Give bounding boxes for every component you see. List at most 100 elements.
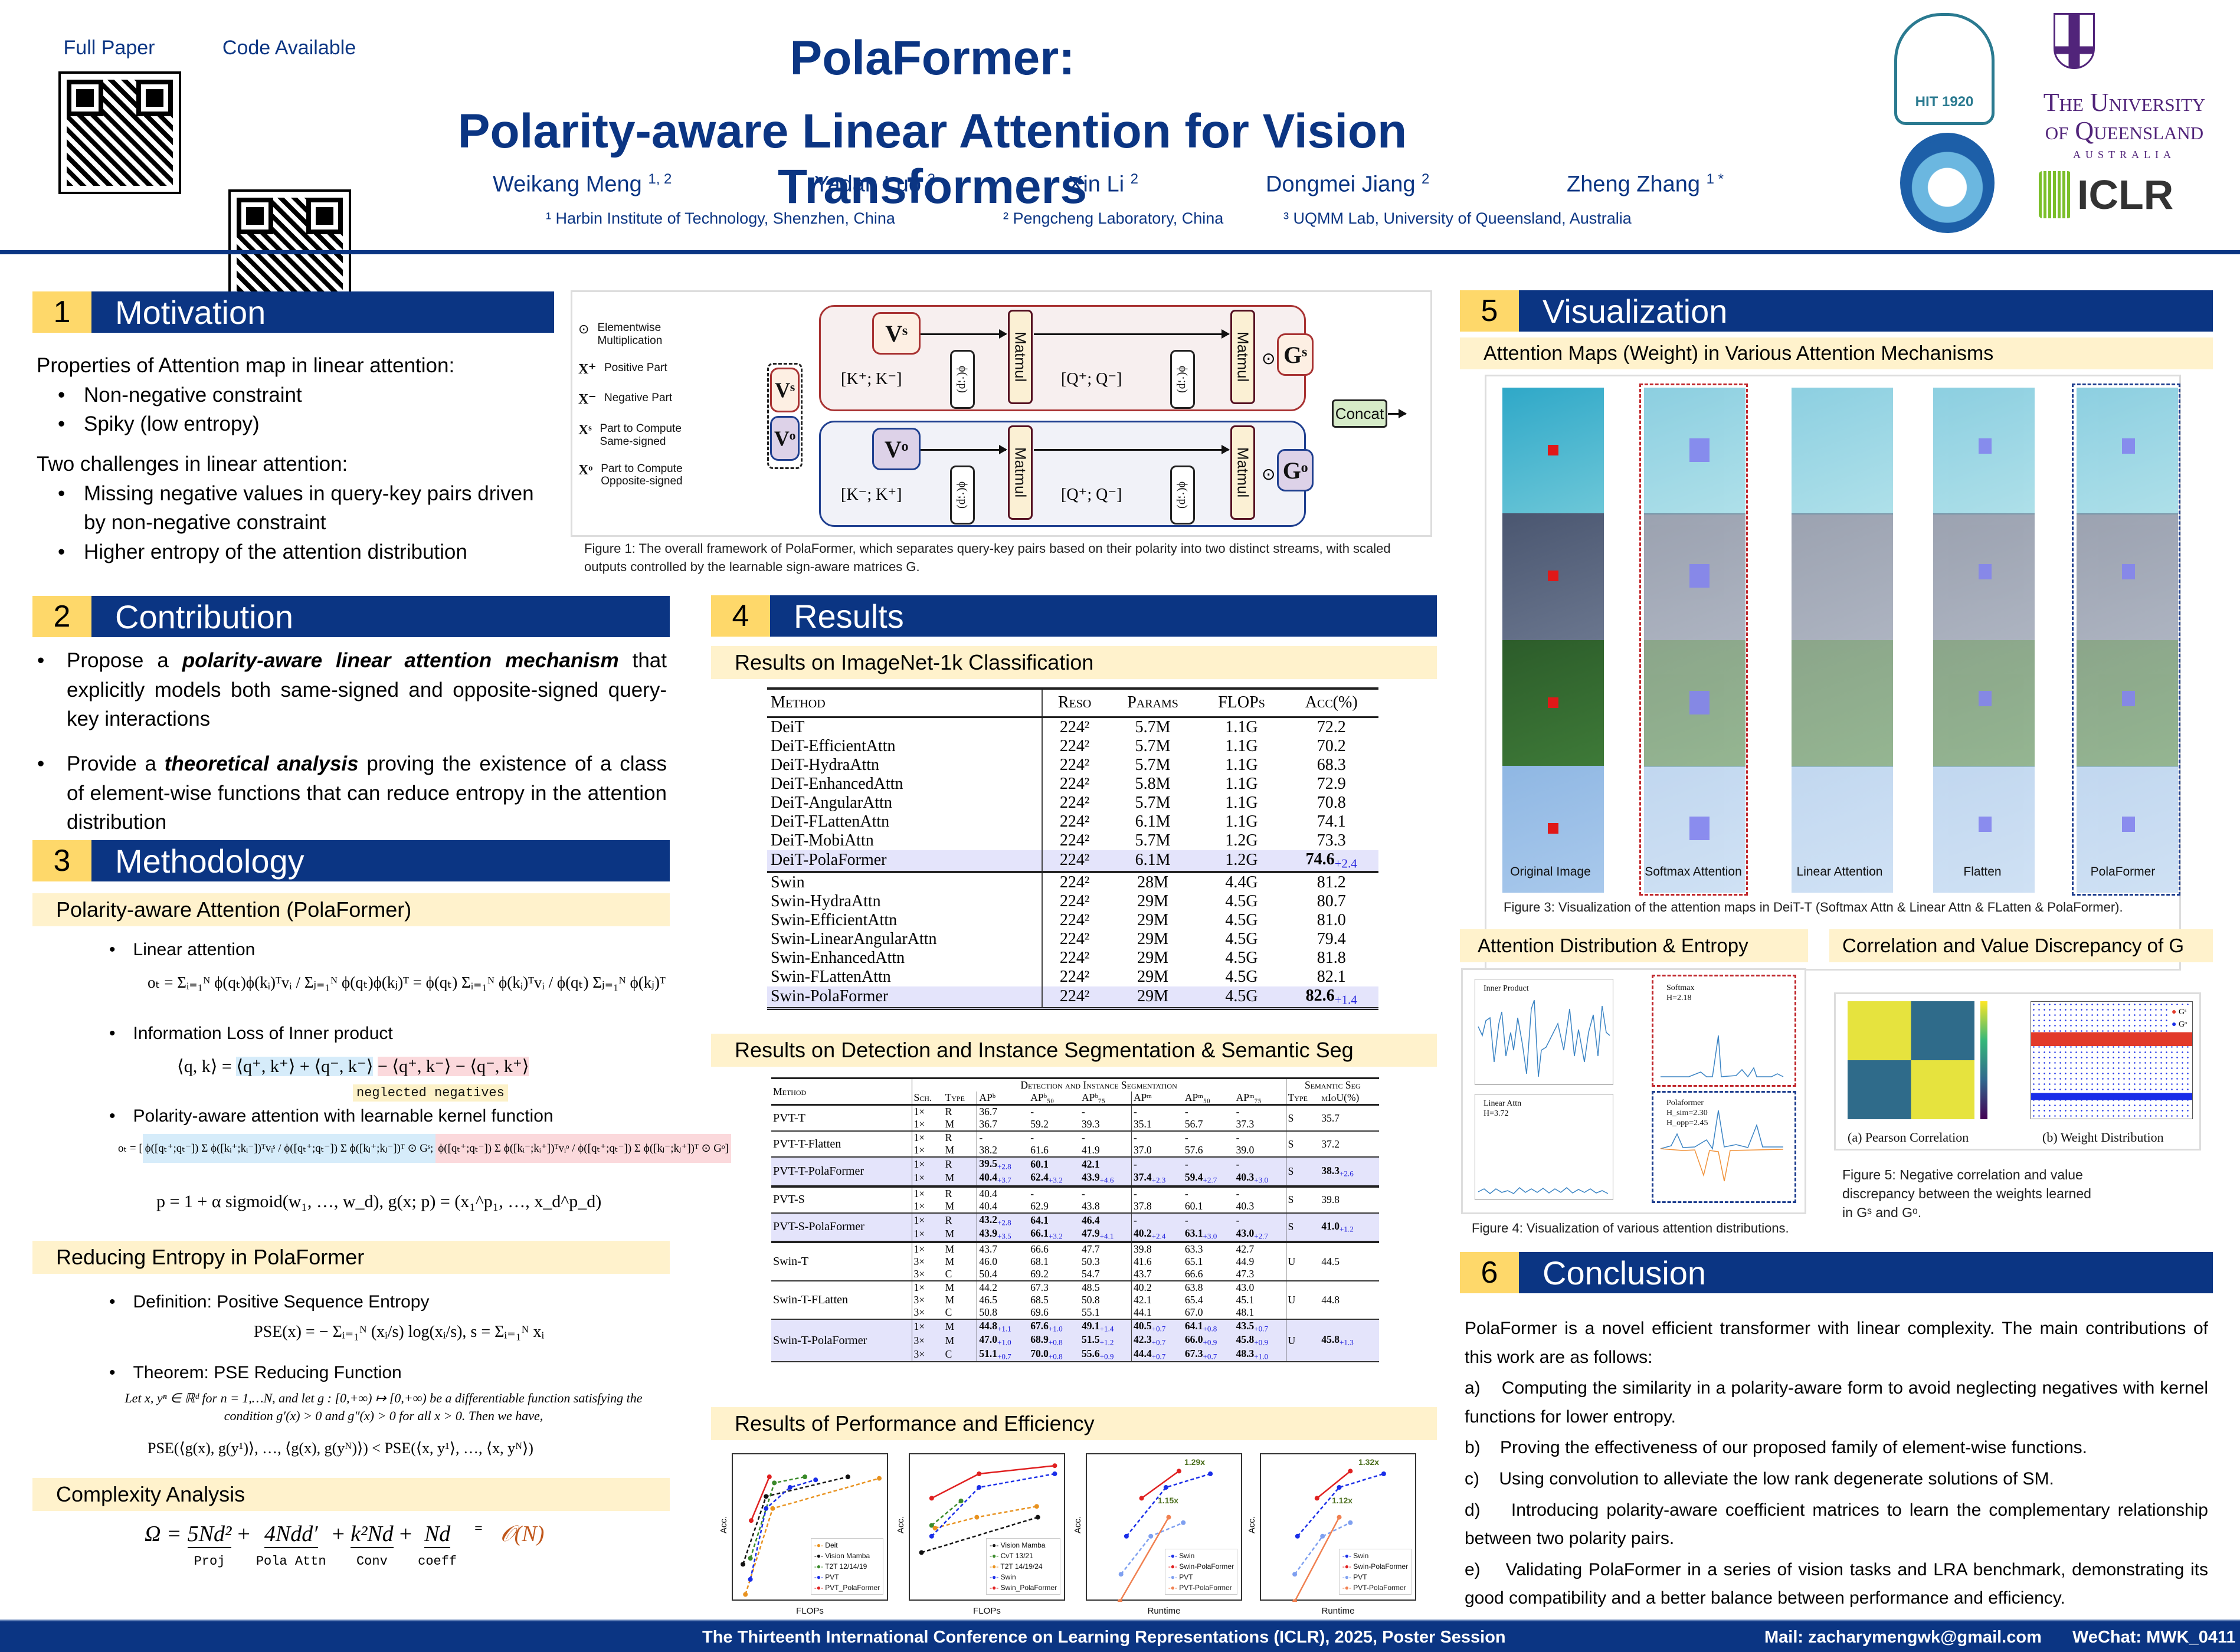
matmul-block: Matmul [1008,310,1033,404]
footer-mail[interactable]: Mail: zacharymengwk@gmail.com [1764,1628,2042,1647]
table-row: DeiT-FLattenAttn 224² 6.1M 1.1G 74.1 [767,812,1378,831]
table-row: 1× M 36.7 59.2 39.3 35.1 56.7 37.3 [771,1118,1379,1131]
vo-stream: Vᵒ [872,428,921,470]
neglected-negatives-note: neglected negatives [353,1084,508,1102]
table-row-group: PVT-S 1× R 40.4- - - - - S 39.8 1× M 40.4 62.9 43.8 37.… [771,1186,1379,1213]
subsection-complexity: Complexity Analysis [32,1478,670,1511]
panel-polaformer: Polaformer H_sim=2.30 H_opp=2.45 [1652,1091,1796,1203]
footer-wechat: WeChat: MWK_0411 [2072,1628,2236,1647]
q-input: [Q⁺; Q⁻] [1061,370,1122,388]
bullet-linear-attention: Linear attention [109,940,256,960]
motivation-point: Non-negative constraint [37,381,556,410]
gs-matrix: Gˢ [1277,333,1314,376]
conclusion-body: PolaFormer is a novel efficient transfor… [1465,1315,2208,1613]
attention-map-bird-1 [1644,766,1746,893]
table-row: Swin 224² 28M 4.4G 81.2 [767,871,1378,892]
table-row: 1× M 38.2 61.6 41.9 37.0 57.6 39.0 [771,1144,1379,1157]
go-matrix: Gᵒ [1277,449,1314,491]
matmul-block: Matmul [1230,425,1255,520]
attention-map-matches-2 [1792,513,1893,640]
kernel-phi-block: ϕ(·;p) [950,350,975,409]
table-row: PVT-S-PolaFormer 1× R 43.2+2.8 64.1 46.4- - - S 4… [771,1212,1379,1243]
chart-legend: -●- Vision Mamba -●- CvT 13/21 -●- T2T 14/… [986,1538,1060,1595]
speedup-annotation: 1.12x [1332,1496,1353,1505]
subsection-correlation-g: Correlation and Value Discrepancy of G [1829,929,2213,962]
table-row: 3× C 50.8 69.6 55.1 44.1 67.0 48.1 [771,1306,1379,1320]
pearson-heatmap [1848,1001,1974,1119]
value-input-group [767,363,803,469]
section-results-header: 4 Results [711,595,1437,637]
odot-symbol: ⊙ [1262,466,1276,484]
figure4-attention-distributions: Inner Product Softmax H=2.18 Linear Attn H… [1461,968,1806,1214]
matmul-block: Matmul [1230,310,1255,404]
panel-softmax: Softmax H=2.18 [1652,975,1796,1087]
vs-stream: Vˢ [872,312,921,355]
full-paper-qr-code[interactable] [58,71,181,194]
author-2: Yadan Luo 3 [814,171,935,197]
subsection-performance-efficiency: Results of Performance and Efficiency [711,1407,1437,1440]
table-row: Swin-FLattenAttn 224² 29M 4.5G 82.1 [767,967,1378,986]
attention-map-swimmer-4 [2077,388,2178,514]
table-row: DeiT 224² 5.7M 1.1G 72.2 [767,717,1378,737]
table-row: Swin-PolaFormer 224² 29M 4.5G 82.6+1.4 [767,986,1378,1009]
arrow [1034,329,1230,339]
attention-map-matches-1 [1644,513,1746,640]
footer-conference: The Thirteenth International Conference … [702,1628,1506,1647]
challenge-point: Higher entropy of the attention distribu… [37,537,556,567]
deit-group: DeiT 224² 5.7M 1.1G 72.2 DeiT-EfficientAttn 22… [767,717,1378,872]
chart-legend: -●- Swin -●- Swin-PolaFormer -●- PVT -●- PV… [1164,1549,1237,1595]
table-row-group: Swin-T-FLatten 1× M 44.2 67.3 48.5 40.2 63.8 43.… [771,1281,1379,1320]
performance-chart-3: -●- Swin -●- Swin-PolaFormer -●- PVT -●- PV… [1073,1453,1242,1616]
attention-map-bird-3 [1933,766,2035,893]
table-row: 3× M 46.0 68.1 50.3 41.6 65.1 44.9 [771,1256,1379,1268]
author-4: Dongmei Jiang 2 [1266,171,1430,197]
attention-map-swimmer-0 [1502,388,1604,514]
subsection-reducing-entropy: Reducing Entropy in PolaFormer [32,1241,670,1274]
iclr-logo: ICLR [2039,171,2173,218]
attention-map-matches-4 [2077,513,2178,640]
attention-map-golf-ball-0 [1502,640,1604,767]
kernel-phi-block: ϕ(·;p) [950,466,975,525]
subsection-attention-distribution: Attention Distribution & Entropy [1460,929,1808,962]
eq-pse: PSE(x) = − Σᵢ₌₁ᴺ (xᵢ/s) log(xᵢ/s), s = Σ… [254,1323,545,1341]
table-row-group: PVT-T-PolaFormer 1× R 39.5+2.8 60.1 42.1- - - S 3… [771,1157,1379,1186]
linear-attn-line-icon [1478,1186,1609,1194]
contribution-item: • Provide a theoretical analysis proving… [37,752,667,834]
table-row: PVT-T-Flatten 1× R - - - - - - S 37.2 [771,1131,1379,1157]
table-row: PVT-S 1× R 40.4- - - - - S 39.8 [771,1186,1379,1213]
detection-segmentation-table: Method Detection and Instance Segmentati… [771,1077,1379,1362]
q-input: [Q⁺; Q⁻] [1061,486,1122,504]
attention-map-bird-0 [1502,766,1604,893]
fig5-label-a: (a) Pearson Correlation [1848,1130,1969,1145]
speedup-annotation: 1.29x [1184,1457,1206,1467]
author-1: Weikang Meng 1, 2 [493,171,672,197]
table-row: DeiT-PolaFormer 224² 6.1M 1.2G 74.6+2.4 [767,850,1378,872]
chart-legend: -●- Swin -●- Swin-PolaFormer -●- PVT -●- PV… [1338,1549,1412,1595]
subsection-polarity-aware-attention: Polarity-aware Attention (PolaFormer) [32,893,670,926]
section-motivation-header: 1 Motivation [32,291,554,333]
speedup-annotation: 1.32x [1358,1457,1380,1467]
performance-chart-4: -●- Swin -●- Swin-PolaFormer -●- PVT -●- PV… [1247,1453,1416,1616]
k-opp-input: [K⁻; K⁺] [841,486,902,504]
attention-map-matches-3 [1933,513,2035,640]
hit-logo: HIT 1920 [1894,13,1995,125]
attention-map-golf-ball-4 [2077,640,2178,767]
title-line1: PolaFormer: [790,31,1075,85]
iclr-mark-icon [2039,171,2071,218]
conclusion-item: d) Introducing polarity-aware coefficien… [1465,1500,2213,1549]
table-row: Swin-T-FLatten 1× M 44.2 67.3 48.5 40.2 63.8 43.… [771,1281,1379,1320]
matmul-block: Matmul [1008,425,1033,520]
uq-logo-text: The University of Queensland AUSTRALIA [2043,88,2206,160]
figure5-caption: Figure 5: Negative correlation and value… [1842,1167,2091,1221]
section-conclusion-header: 6 Conclusion [1460,1252,2213,1293]
affiliation-1: ¹ Harbin Institute of Technology, Shenzh… [546,209,895,227]
subsection-imagenet: Results on ImageNet-1k Classification [711,646,1437,679]
arrow [1034,445,1230,454]
y-axis-label: Acc. [719,1516,729,1533]
x-axis-label: Runtime [1321,1606,1355,1616]
imagenet-results-table: Method Reso Params FLOPs Acc(%) DeiT 224²… [767,687,1378,1010]
table-row-group: PVT-S-PolaFormer 1× R 43.2+2.8 64.1 46.4- - - S 4… [771,1212,1379,1243]
k-same-input: [K⁺; K⁻] [841,370,902,388]
challenge-point: Missing negative values in query-key pai… [37,479,556,537]
title-line2: Polarity-aware Linear Attention for Visi… [457,104,1407,214]
